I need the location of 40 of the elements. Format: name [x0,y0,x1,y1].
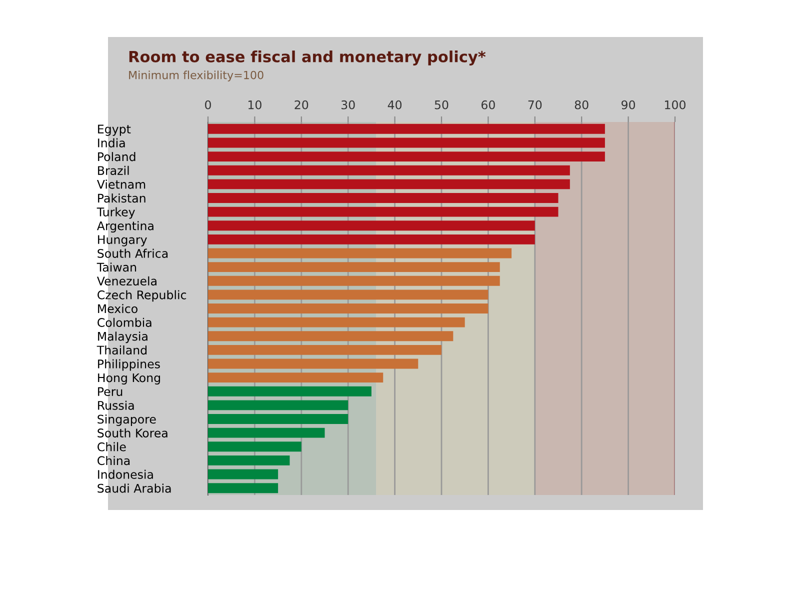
y-tick-label: Hong Kong [98,373,160,385]
x-tick-label: 30 [341,100,355,110]
y-tick-label: Taiwan [96,262,136,272]
y-tick-label: China [98,456,130,466]
y-tick-label: Czech Republic [98,290,186,302]
y-tick-label: Chile [98,442,126,452]
chart-subtitle: Minimum flexibility=100 [129,70,264,82]
y-tick-label: Venezuela [96,276,156,286]
y-tick-label: Egypt [98,124,131,136]
x-tick-label: 10 [248,100,262,110]
x-tick-label: 100 [665,100,686,110]
y-tick-label: Colombia [98,318,152,327]
y-tick-label: Malaysia [98,332,148,344]
y-tick-label: Mexico [98,304,138,314]
y-tick-label: Pakistan [98,193,146,203]
x-tick-label: 40 [388,100,402,110]
y-tick-label: Indonesia [98,470,153,479]
y-tick-label: Vietnam [96,180,146,189]
y-tick-label: Argentina [96,221,154,233]
x-tick-label: 50 [434,100,448,110]
y-tick-label: South Korea [98,428,168,438]
x-tick-label: 0 [205,100,211,110]
y-tick-label: Thailand [96,345,147,355]
y-tick-label: Peru [98,387,122,396]
x-tick-label: 60 [482,100,495,110]
x-tick-label: 20 [294,100,308,110]
x-tick-label: 90 [622,100,636,110]
y-tick-label: South Africa [98,248,168,258]
chart-title: Room to ease fiscal and monetary policy* [129,50,486,66]
y-tick-label: Brazil [98,166,129,176]
y-tick-label: India [98,138,125,148]
y-tick-label: Hungary [98,235,147,246]
x-tick-label: 70 [528,100,542,110]
y-tick-label: Poland [98,152,136,162]
y-tick-label: Russia [98,400,134,410]
y-tick-label: Philippines [98,359,160,371]
y-tick-label: Singapore [98,414,156,426]
x-tick-label: 80 [574,100,588,110]
y-tick-label: Turkey [96,207,135,219]
y-tick-label: Saudi Arabia [98,484,171,493]
